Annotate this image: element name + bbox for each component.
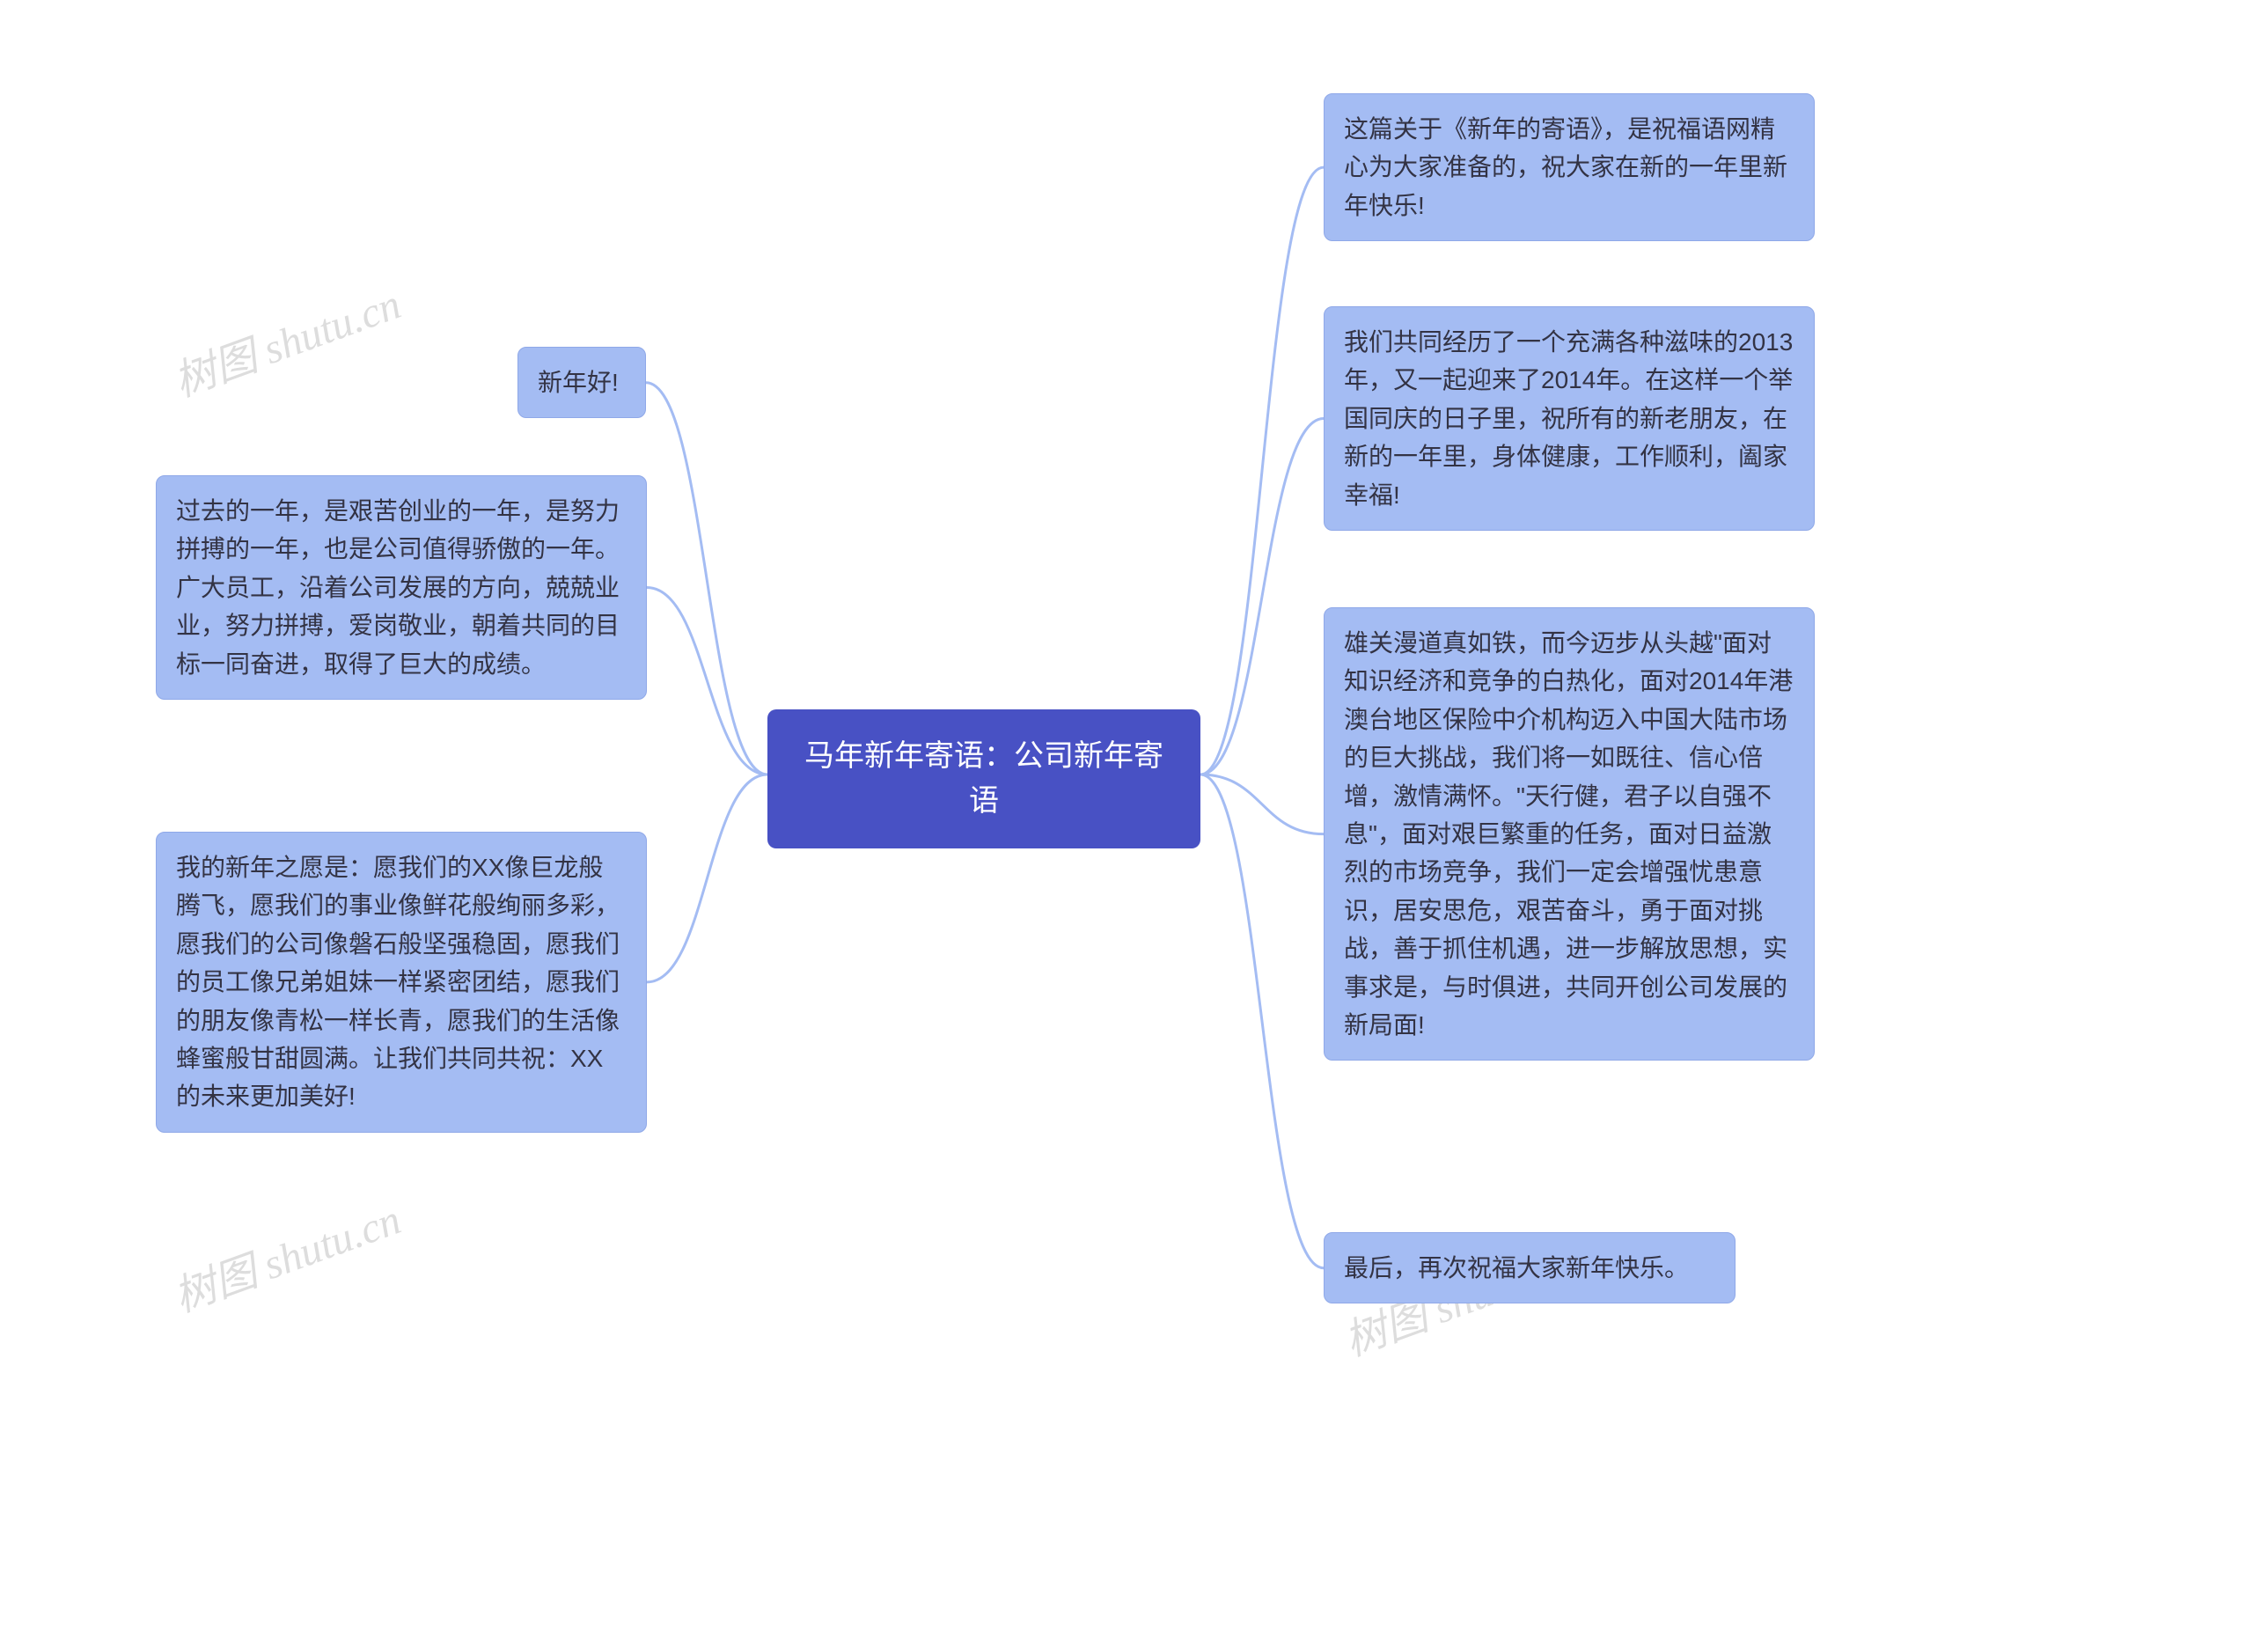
right-node-1: 我们共同经历了一个充满各种滋味的2013年，又一起迎来了2014年。在这样一个举… [1324,306,1815,531]
left-node-0: 新年好! [517,347,646,418]
left-node-1: 过去的一年，是艰苦创业的一年，是努力拼搏的一年，也是公司值得骄傲的一年。广大员工… [156,475,647,700]
center-node-label: 马年新年寄语：公司新年寄语 [804,739,1163,818]
watermark-1: 树图 shutu.cn [164,1185,407,1324]
right-node-label-3: 最后，再次祝福大家新年快乐。 [1344,1254,1689,1281]
left-node-label-2: 我的新年之愿是：愿我们的XX像巨龙般腾飞，愿我们的事业像鲜花般绚丽多彩，愿我们的… [176,854,620,1110]
center-node: 马年新年寄语：公司新年寄语 [767,709,1200,848]
right-node-label-2: 雄关漫道真如铁，而今迈步从头越"面对知识经济和竞争的白热化，面对2014年港澳台… [1344,629,1793,1039]
left-node-2: 我的新年之愿是：愿我们的XX像巨龙般腾飞，愿我们的事业像鲜花般绚丽多彩，愿我们的… [156,832,647,1133]
right-node-3: 最后，再次祝福大家新年快乐。 [1324,1232,1736,1303]
right-node-2: 雄关漫道真如铁，而今迈步从头越"面对知识经济和竞争的白热化，面对2014年港澳台… [1324,607,1815,1061]
right-node-label-0: 这篇关于《新年的寄语》，是祝福语网精心为大家准备的，祝大家在新的一年里新年快乐! [1344,115,1787,219]
right-node-0: 这篇关于《新年的寄语》，是祝福语网精心为大家准备的，祝大家在新的一年里新年快乐! [1324,93,1815,241]
left-node-label-1: 过去的一年，是艰苦创业的一年，是努力拼搏的一年，也是公司值得骄傲的一年。广大员工… [176,497,620,678]
right-node-label-1: 我们共同经历了一个充满各种滋味的2013年，又一起迎来了2014年。在这样一个举… [1344,328,1793,509]
left-node-label-0: 新年好! [538,369,619,396]
watermark-0: 树图 shutu.cn [164,269,407,408]
